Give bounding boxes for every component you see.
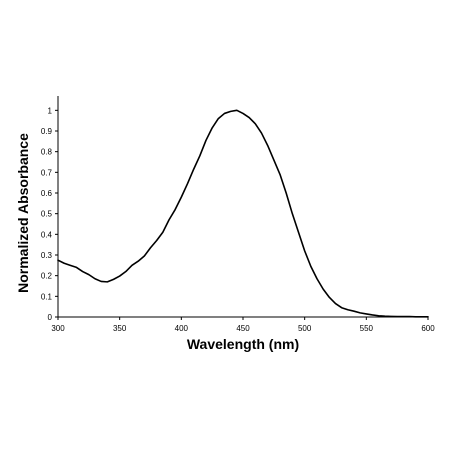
y-axis: 0 0.1 0.2 0.3 0.4 0.5 0.6 0.7 0.8 0.9 1 — [41, 96, 59, 322]
x-axis-title: Wavelength (nm) — [187, 336, 299, 352]
x-tick-label: 450 — [236, 324, 250, 333]
y-tick-label: 0.8 — [41, 148, 53, 157]
x-tick-label: 600 — [421, 324, 435, 333]
y-tick-label: 0.2 — [41, 272, 53, 281]
y-tick-label: 0.5 — [41, 210, 53, 219]
y-tick-label: 0.3 — [41, 251, 53, 260]
y-tick-label: 1 — [48, 106, 53, 115]
x-tick-label: 350 — [113, 324, 127, 333]
absorbance-series-line — [57, 109, 429, 318]
y-axis-title: Normalized Absorbance — [15, 133, 31, 293]
y-tick-label: 0.6 — [41, 189, 53, 198]
x-tick-label: 550 — [360, 324, 374, 333]
x-tick-label: 400 — [175, 324, 189, 333]
y-tick-label: 0.4 — [41, 230, 53, 239]
y-tick-label: 0 — [48, 313, 53, 322]
x-tick-label: 300 — [51, 324, 65, 333]
y-tick-label: 0.1 — [41, 292, 53, 301]
x-axis: 300 350 400 450 500 550 600 — [51, 316, 435, 333]
plot-area — [57, 109, 429, 318]
x-tick-label: 500 — [298, 324, 312, 333]
y-tick-label: 0.7 — [41, 168, 53, 177]
y-tick-label: 0.9 — [41, 127, 53, 136]
